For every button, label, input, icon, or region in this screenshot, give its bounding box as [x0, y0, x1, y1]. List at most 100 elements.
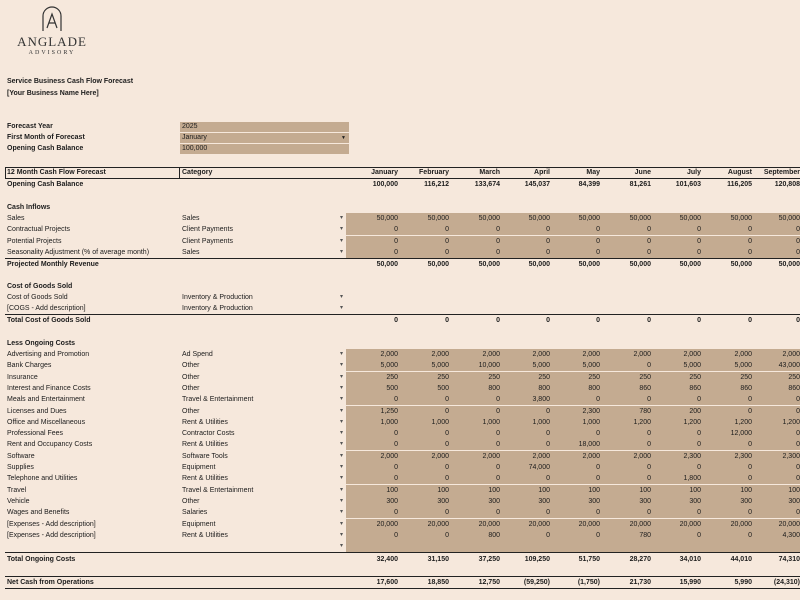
cell-value[interactable]: 0	[496, 441, 500, 449]
category-dropdown-icon[interactable]: ▾	[340, 452, 344, 459]
row-category[interactable]: Other	[182, 373, 200, 381]
row-category[interactable]: Client Payments	[182, 226, 233, 234]
row-label[interactable]: Licenses and Dues	[7, 407, 67, 415]
cell-value[interactable]: 100	[639, 486, 651, 494]
cell-value[interactable]: 43,000	[778, 362, 800, 370]
category-dropdown-icon[interactable]: ▾	[340, 226, 344, 233]
cell-value[interactable]: 1,250	[380, 407, 398, 415]
cell-value[interactable]: 0	[796, 464, 800, 471]
cell-value[interactable]: 0	[445, 248, 449, 256]
cell-value[interactable]: 2,300	[582, 407, 600, 415]
cell-value[interactable]: 2,000	[782, 351, 800, 358]
cell-value[interactable]: 50,000	[528, 215, 550, 222]
cell-value[interactable]: 300	[488, 497, 500, 505]
cell-value[interactable]: 20,000	[528, 520, 550, 528]
cell-value[interactable]: 12,000	[730, 430, 752, 438]
cell-value[interactable]: 50,000	[478, 215, 500, 222]
cell-value[interactable]: 860	[740, 384, 752, 392]
cell-value[interactable]: 0	[796, 430, 800, 438]
cell-value[interactable]: 2,000	[532, 351, 550, 358]
cell-value[interactable]: 0	[748, 407, 752, 415]
cell-value[interactable]: 2,000	[431, 351, 449, 358]
cell-value[interactable]: 0	[748, 237, 752, 245]
cell-value[interactable]: 0	[647, 509, 651, 517]
category-dropdown-icon[interactable]: ▾	[340, 520, 344, 527]
cell-value[interactable]: 2,300	[683, 452, 701, 460]
row-label[interactable]: Bank Charges	[7, 362, 52, 370]
cell-value[interactable]: 5,000	[582, 362, 600, 370]
row-category[interactable]: Equipment	[182, 464, 216, 471]
row-category[interactable]: Other	[182, 384, 200, 392]
cell-value[interactable]: 0	[546, 509, 550, 517]
cell-value[interactable]: 0	[748, 441, 752, 449]
cell-value[interactable]: 2,000	[380, 351, 398, 358]
category-dropdown-icon[interactable]: ▾	[340, 237, 344, 244]
row-category[interactable]: Sales	[182, 215, 200, 222]
category-dropdown-icon[interactable]: ▾	[340, 373, 344, 380]
row-label[interactable]: Meals and Entertainment	[7, 396, 85, 404]
cell-value[interactable]: 0	[596, 531, 600, 539]
cell-value[interactable]: 50,000	[778, 215, 800, 222]
cell-value[interactable]: 0	[748, 475, 752, 483]
cell-value[interactable]: 20,000	[427, 520, 449, 528]
cell-value[interactable]: 1,000	[482, 418, 500, 426]
cell-value[interactable]: 0	[445, 475, 449, 483]
row-label[interactable]: Supplies	[7, 464, 34, 471]
row-label[interactable]: Software	[7, 452, 35, 460]
cell-value[interactable]: 0	[796, 509, 800, 517]
cell-value[interactable]: 0	[496, 475, 500, 483]
row-label[interactable]: Seasonality Adjustment (% of average mon…	[7, 248, 150, 256]
cell-value[interactable]: 0	[445, 237, 449, 245]
cell-value[interactable]: 0	[647, 248, 651, 256]
cell-value[interactable]: 100	[437, 486, 449, 494]
cell-value[interactable]: 0	[748, 248, 752, 256]
cell-value[interactable]: 0	[394, 475, 398, 483]
cell-value[interactable]: 0	[647, 430, 651, 438]
cell-value[interactable]: 0	[647, 396, 651, 404]
cell-value[interactable]: 20,000	[376, 520, 398, 528]
row-category[interactable]: Rent & Utilities	[182, 531, 228, 539]
category-dropdown-icon[interactable]: ▾	[340, 486, 344, 493]
cell-value[interactable]: 3,800	[532, 396, 550, 404]
row-category[interactable]: Other	[182, 362, 200, 370]
cell-value[interactable]: 2,000	[380, 452, 398, 460]
cell-value[interactable]: 300	[788, 497, 800, 505]
cell-value[interactable]: 250	[538, 373, 550, 381]
cell-value[interactable]: 250	[588, 373, 600, 381]
category-dropdown-icon[interactable]: ▾	[340, 430, 344, 437]
cell-value[interactable]: 50,000	[679, 215, 701, 222]
cell-value[interactable]: 0	[394, 248, 398, 256]
cell-value[interactable]: 1,000	[582, 418, 600, 426]
cell-value[interactable]: 780	[639, 531, 651, 539]
cell-value[interactable]: 0	[546, 237, 550, 245]
category-dropdown-icon[interactable]: ▾	[340, 531, 344, 538]
cell-value[interactable]: 0	[496, 248, 500, 256]
row-label[interactable]: Wages and Benefits	[7, 509, 70, 517]
cell-value[interactable]: 860	[689, 384, 701, 392]
cell-value[interactable]: 0	[596, 430, 600, 438]
cell-value[interactable]: 50,000	[629, 215, 651, 222]
cell-value[interactable]: 10,000	[478, 362, 500, 370]
cell-value[interactable]: 0	[546, 226, 550, 234]
row-category[interactable]: Contractor Costs	[182, 430, 235, 438]
cell-value[interactable]: 0	[546, 407, 550, 415]
category-dropdown-icon[interactable]: ▾	[340, 351, 344, 357]
cell-value[interactable]: 0	[647, 226, 651, 234]
row-label[interactable]: Telephone and Utilities	[7, 475, 78, 483]
cell-value[interactable]: 0	[445, 396, 449, 404]
cell-value[interactable]: 0	[394, 464, 398, 471]
cell-value[interactable]: 0	[546, 441, 550, 449]
cell-value[interactable]: 0	[546, 475, 550, 483]
cell-value[interactable]: 250	[639, 373, 651, 381]
cell-value[interactable]: 800	[538, 384, 550, 392]
cell-value[interactable]: 250	[386, 373, 398, 381]
cell-value[interactable]: 800	[488, 531, 500, 539]
category-dropdown-icon[interactable]: ▾	[340, 362, 344, 369]
row-label[interactable]: [Expenses - Add description]	[7, 520, 96, 528]
cell-value[interactable]: 1,200	[734, 418, 752, 426]
cell-value[interactable]: 0	[796, 237, 800, 245]
cell-value[interactable]: 0	[697, 396, 701, 404]
cell-value[interactable]: 20,000	[730, 520, 752, 528]
row-category[interactable]: Inventory & Production	[182, 305, 253, 313]
row-category[interactable]: Other	[182, 497, 200, 505]
